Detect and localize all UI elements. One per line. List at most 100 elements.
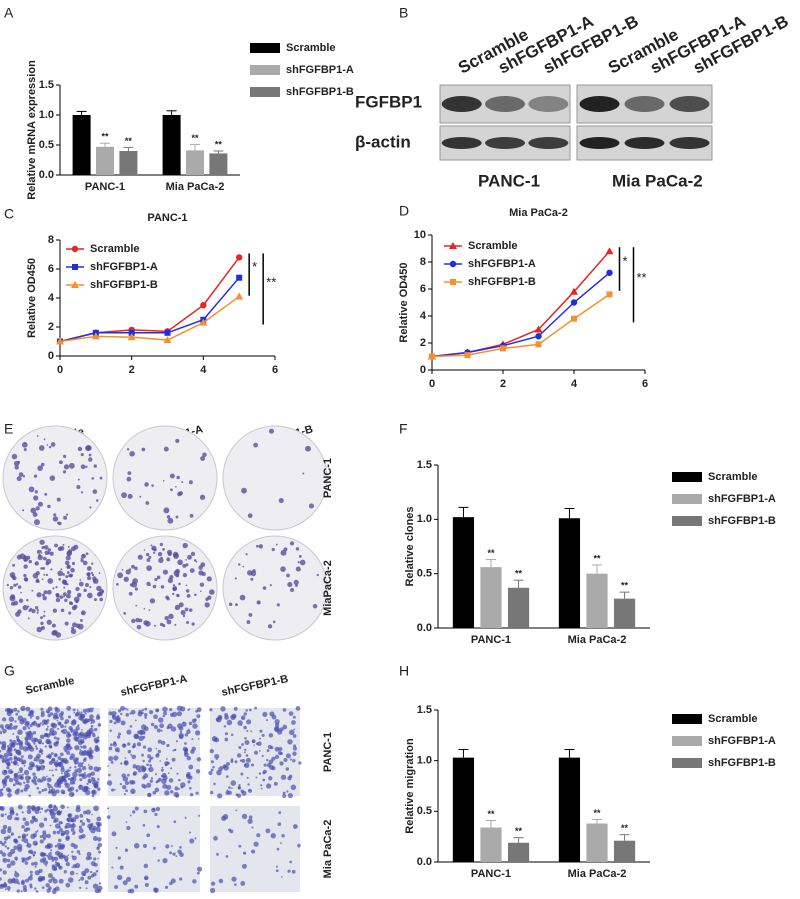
- colony: [145, 552, 150, 557]
- colony: [63, 515, 68, 520]
- cell-label: PANC-1: [478, 171, 540, 190]
- cell: [198, 814, 201, 817]
- cell: [26, 827, 31, 831]
- colony: [152, 551, 156, 554]
- cell: [124, 848, 129, 852]
- x-tick-label: 6: [642, 378, 648, 390]
- colony: [245, 553, 248, 556]
- cell: [41, 876, 46, 880]
- cell: [39, 858, 45, 863]
- cell: [60, 759, 65, 764]
- cell: [109, 743, 113, 747]
- cell: [96, 739, 99, 742]
- cell: [60, 767, 65, 773]
- cell: [13, 772, 19, 778]
- cell: [54, 753, 58, 757]
- colony: [56, 595, 59, 598]
- marker: [500, 345, 506, 352]
- cell: [115, 846, 118, 849]
- legend-marker: [450, 279, 456, 285]
- legend-label: Scramble: [708, 713, 758, 725]
- cell: [44, 845, 49, 849]
- colony: [132, 581, 134, 584]
- row-label: MiaPaCa-2: [322, 560, 334, 616]
- cell: [14, 872, 20, 878]
- legend-label: shFGFBP1-B: [90, 279, 158, 291]
- cell: [30, 873, 33, 877]
- cell: [131, 745, 135, 749]
- cell: [54, 706, 59, 711]
- colony: [63, 464, 70, 470]
- cell: [78, 774, 81, 777]
- cell: [91, 794, 95, 798]
- cell: [41, 886, 45, 889]
- colony: [65, 513, 69, 516]
- cell: [39, 722, 42, 725]
- cell: [74, 769, 78, 773]
- cell: [0, 788, 3, 793]
- cell: [196, 871, 200, 875]
- cell: [92, 707, 94, 710]
- cell: [96, 816, 102, 822]
- cell: [125, 789, 129, 793]
- colony: [37, 501, 43, 507]
- colony: [139, 495, 142, 498]
- cell: [2, 824, 8, 830]
- colony: [194, 593, 197, 597]
- colony: [76, 592, 82, 598]
- marker: [535, 341, 542, 348]
- colony: [40, 621, 44, 626]
- lane-label: shFGFBP1-A: [120, 673, 189, 699]
- cell: [187, 709, 190, 711]
- colony: [188, 608, 193, 612]
- cell: [258, 772, 262, 775]
- cell: [38, 790, 42, 794]
- colony: [23, 559, 27, 562]
- cell: [66, 743, 71, 748]
- cell: [24, 861, 29, 865]
- colony: [83, 588, 87, 593]
- cell: [156, 728, 161, 733]
- cell: [50, 752, 54, 755]
- cell: [246, 719, 252, 725]
- cell: [23, 828, 28, 833]
- cell: [125, 876, 132, 882]
- colony: [258, 544, 264, 549]
- cell: [9, 741, 15, 748]
- cell: [243, 712, 247, 716]
- cell: [280, 774, 287, 780]
- cell: [28, 794, 31, 797]
- colony: [297, 561, 300, 564]
- cell: [8, 716, 15, 722]
- colony: [34, 606, 39, 610]
- cell: [29, 883, 33, 887]
- cell: [292, 751, 297, 756]
- colony: [144, 482, 149, 487]
- colony: [237, 563, 241, 566]
- cell: [152, 846, 156, 850]
- colony: [167, 517, 174, 524]
- cell: [17, 804, 23, 810]
- cell: [77, 762, 84, 768]
- cell: [59, 827, 63, 832]
- cell: [6, 858, 11, 863]
- cell: [22, 726, 27, 731]
- y-tick-label: 4: [48, 292, 55, 304]
- cell: [66, 773, 71, 778]
- cell: [95, 826, 101, 832]
- cell: [120, 705, 126, 711]
- cell: [122, 776, 129, 782]
- cell: [237, 786, 240, 789]
- cell: [41, 752, 44, 755]
- cell: [76, 709, 79, 712]
- colony: [144, 620, 151, 627]
- cell: [106, 780, 113, 786]
- colony: [179, 562, 182, 566]
- cell: [86, 782, 89, 786]
- colony: [49, 551, 54, 556]
- significance: **: [487, 548, 495, 558]
- cell: [244, 748, 247, 751]
- cell: [275, 865, 279, 868]
- panel-letter: H: [399, 663, 409, 679]
